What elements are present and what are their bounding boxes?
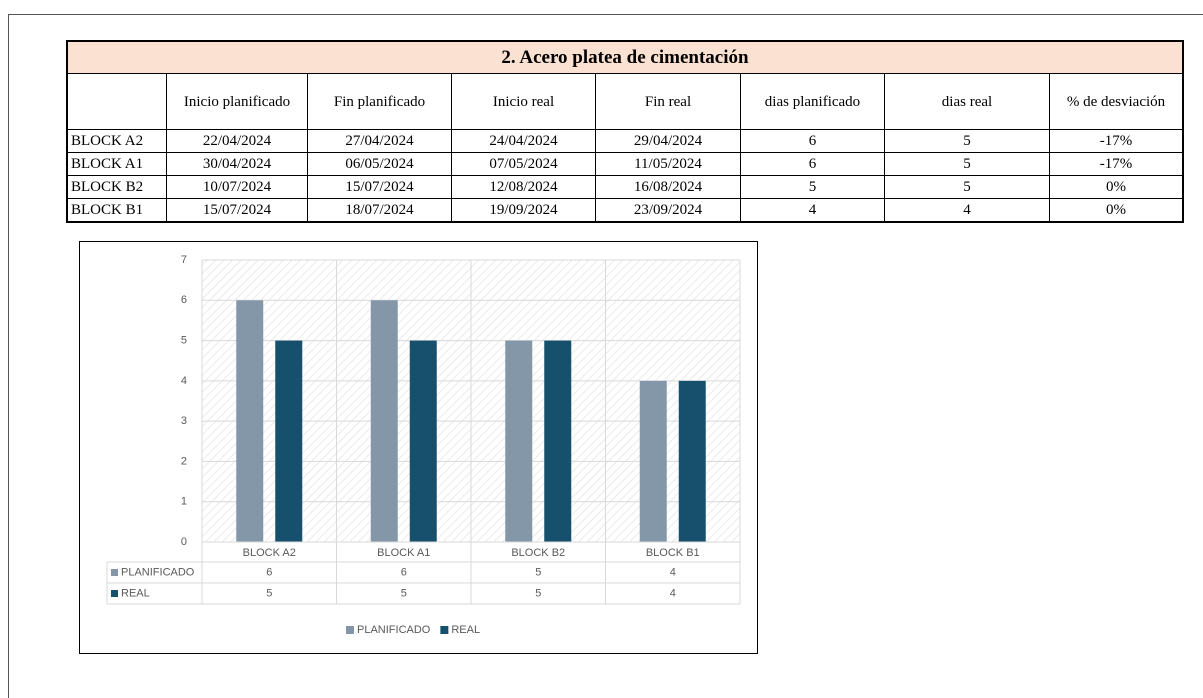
x-tick-label: BLOCK B1: [646, 547, 700, 559]
table-cell: 06/05/2024: [307, 152, 452, 176]
data-table-value: 4: [670, 566, 676, 578]
header-cell: Fin planificado: [307, 73, 452, 130]
table-cell: BLOCK B1: [66, 198, 167, 223]
data-table-value: 5: [266, 587, 272, 599]
table-cell: 07/05/2024: [451, 152, 596, 176]
data-table-series: REAL: [121, 587, 150, 599]
schedule-table: 2. Acero platea de cimentación Inicio pla…: [66, 40, 1184, 223]
bar: [275, 340, 303, 542]
table-cell: 6: [740, 129, 885, 153]
y-tick-label: 6: [181, 294, 187, 306]
table-cell: 4: [740, 198, 885, 223]
table-cell: 5: [884, 175, 1050, 199]
x-tick-label: BLOCK A1: [377, 547, 430, 559]
bar: [678, 380, 706, 542]
data-table-series: PLANIFICADO: [121, 566, 195, 578]
bar: [409, 340, 437, 542]
table-cell: 4: [884, 198, 1050, 223]
legend-key: [111, 590, 118, 597]
table-cell: 10/07/2024: [166, 175, 308, 199]
table-cell: 0%: [1049, 175, 1184, 199]
legend-key: [440, 626, 449, 634]
header-cell: % de desviación: [1049, 73, 1184, 130]
x-tick-label: BLOCK A2: [243, 547, 296, 559]
table-cell: 22/04/2024: [166, 129, 308, 153]
y-tick-label: 3: [181, 415, 187, 427]
bar: [505, 340, 533, 542]
table-cell: -17%: [1049, 152, 1184, 176]
data-row: BLOCK B1 15/07/2024 18/07/2024 19/09/2024 23…: [66, 198, 1184, 223]
header-cell: dias planificado: [740, 73, 885, 130]
data-table-value: 5: [535, 566, 541, 578]
table-cell: 0%: [1049, 198, 1184, 223]
table-cell: 11/05/2024: [595, 152, 741, 176]
data-table-value: 6: [401, 566, 407, 578]
bar: [544, 340, 572, 542]
table-cell: -17%: [1049, 129, 1184, 153]
table-title: 2. Acero platea de cimentación: [66, 40, 1184, 74]
legend-key: [111, 569, 118, 576]
y-tick-label: 2: [181, 455, 187, 467]
y-tick-label: 5: [181, 334, 187, 346]
header-row: Inicio planificado Fin planificado Inicio …: [66, 73, 1184, 130]
y-tick-label: 0: [181, 536, 187, 548]
bar: [639, 380, 667, 542]
header-cell: Inicio real: [451, 73, 596, 130]
x-tick-label: BLOCK B2: [511, 547, 565, 559]
table-cell: 12/08/2024: [451, 175, 596, 199]
table-cell: 16/08/2024: [595, 175, 741, 199]
data-row: BLOCK A1 30/04/2024 06/05/2024 07/05/2024 11…: [66, 152, 1184, 176]
data-row: BLOCK B2 10/07/2024 15/07/2024 12/08/2024 16…: [66, 175, 1184, 199]
bar: [370, 300, 398, 542]
legend-label: REAL: [451, 624, 480, 636]
legend-label: PLANIFICADO: [357, 624, 431, 636]
table-cell: BLOCK B2: [66, 175, 167, 199]
title-row: 2. Acero platea de cimentación: [66, 40, 1184, 74]
table-cell: 15/07/2024: [307, 175, 452, 199]
table-cell: 5: [884, 129, 1050, 153]
legend-key: [346, 626, 354, 634]
table-cell: 24/04/2024: [451, 129, 596, 153]
table-cell: 18/07/2024: [307, 198, 452, 223]
data-table-value: 6: [266, 566, 272, 578]
table-cell: 23/09/2024: [595, 198, 741, 223]
y-tick-label: 7: [181, 254, 187, 266]
y-tick-label: 4: [181, 375, 187, 387]
data-table-value: 5: [401, 587, 407, 599]
header-cell: Fin real: [595, 73, 741, 130]
y-tick-label: 1: [181, 496, 187, 508]
table-cell: 5: [740, 175, 885, 199]
table-cell: 15/07/2024: [166, 198, 308, 223]
table-cell: BLOCK A1: [66, 152, 167, 176]
data-table-value: 4: [670, 587, 676, 599]
table-cell: 5: [884, 152, 1050, 176]
data-table-value: 5: [535, 587, 541, 599]
bar: [236, 300, 264, 542]
table-cell: 27/04/2024: [307, 129, 452, 153]
